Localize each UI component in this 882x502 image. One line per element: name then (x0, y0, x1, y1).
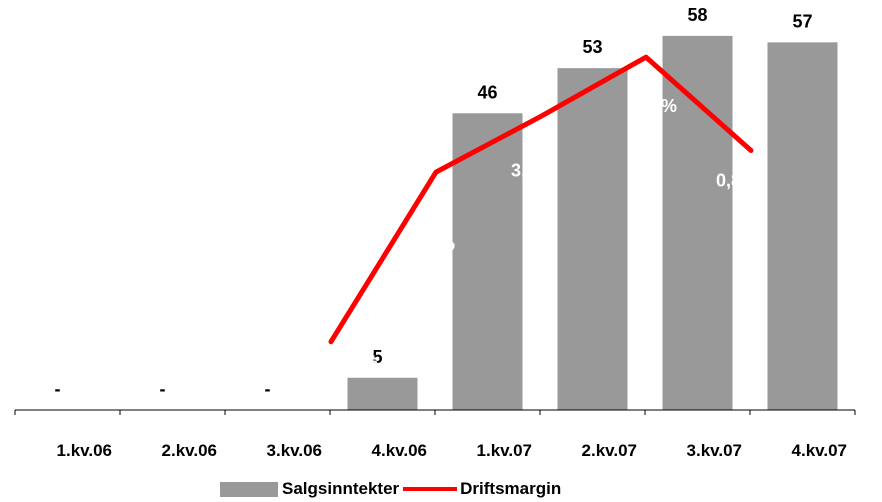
bar-value-label-5: 53 (582, 37, 602, 57)
x-tick-label-1: 2.kv.06 (162, 441, 217, 460)
legend-swatch-salgsinntekter (220, 481, 278, 497)
bar-value-label-4: 46 (477, 82, 497, 102)
legend-swatch-driftsmargin (403, 487, 458, 491)
bar-value-label-1: - (160, 379, 166, 399)
x-tick-label-7: 4.kv.07 (792, 441, 847, 460)
x-tick-label-3: 4.kv.06 (372, 441, 427, 460)
line-value-label-4: -1,1 % (403, 234, 455, 254)
line-value-label-5: 3,8 % (511, 160, 557, 180)
x-tick-label-0: 1.kv.06 (57, 441, 112, 460)
line-value-label-3: -16,0 % (316, 353, 378, 373)
bar-7 (767, 42, 838, 410)
x-tick-label-6: 3.kv.07 (687, 441, 742, 460)
legend: Salgsinntekter Driftsmargin (220, 478, 561, 500)
bar-value-label-3: 5 (372, 347, 382, 367)
chart: 1.kv.06 2.kv.06 3.kv.06 4.kv.06 1.kv.07 2.kv.… (14, 5, 856, 460)
bar-value-label-2: - (265, 379, 271, 399)
legend-label-driftsmargin: Driftsmargin (460, 479, 562, 498)
line-value-label-7: 0,8 % (716, 170, 762, 190)
driftsmargin-line (328, 54, 754, 345)
bar-value-label-6: 58 (687, 5, 707, 25)
bar-6 (662, 35, 733, 411)
bar-value-label-0: - (55, 379, 61, 399)
line-value-label-6: 9,0 % (631, 96, 677, 116)
x-tick-label-4: 1.kv.07 (477, 441, 532, 460)
bar-4 (452, 113, 523, 411)
legend-label-salgsinntekter: Salgsinntekter (282, 479, 400, 498)
x-tick-label-2: 3.kv.06 (267, 441, 322, 460)
bar-3 (347, 377, 418, 410)
bar-5 (557, 68, 628, 411)
x-tick-label-5: 2.kv.07 (582, 441, 637, 460)
bar-value-label-7: 57 (792, 11, 812, 31)
